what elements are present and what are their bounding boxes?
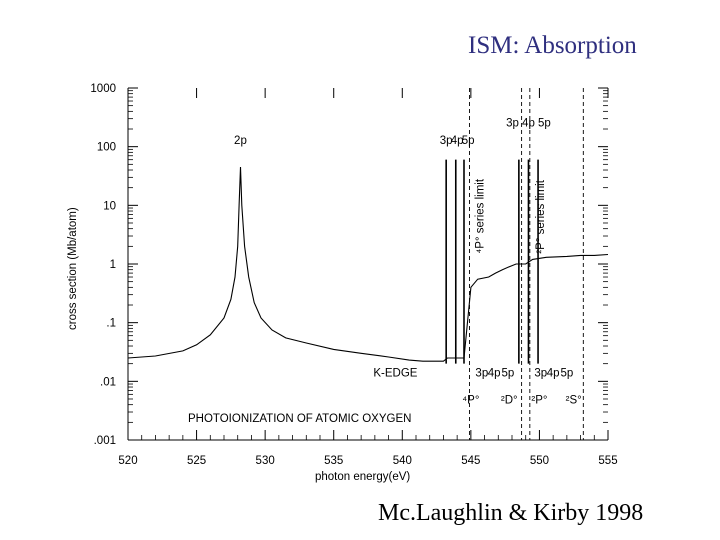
- bottom-series-label: 4p: [547, 368, 560, 380]
- bottom-state-label: ²S°: [566, 394, 582, 406]
- y-tick-label: 100: [97, 142, 116, 154]
- series-limit-label: ²P° series limit: [535, 179, 547, 253]
- x-tick-label: 535: [324, 455, 343, 467]
- resonance-label: 5p: [462, 135, 475, 147]
- k-edge-label: K-EDGE: [373, 368, 417, 380]
- x-tick-label: 520: [118, 455, 137, 467]
- top-series-label: 3p 4p 5p: [506, 118, 551, 130]
- bottom-series-label: 3p: [475, 368, 488, 380]
- cross-section-line: [127, 166, 609, 362]
- plot-frame: [127, 88, 608, 441]
- resonance-label: 3p: [440, 135, 453, 147]
- x-tick-label: 550: [530, 455, 549, 467]
- resonance-label: 4p: [451, 135, 464, 147]
- chart-title: PHOTOIONIZATION OF ATOMIC OXYGEN: [188, 413, 411, 425]
- x-tick-label: 530: [256, 455, 275, 467]
- bottom-state-label: ²D°: [501, 394, 518, 406]
- x-tick-label: 540: [393, 455, 412, 467]
- bottom-series-label: 4p: [488, 368, 501, 380]
- y-tick-label: .01: [100, 376, 116, 388]
- y-tick-label: 1000: [90, 83, 116, 95]
- y-tick-label: .1: [106, 318, 116, 330]
- axis-ticks: .001 .01 .1 1 10 100 1000 520 525 530 535 540 545 550…: [90, 83, 617, 467]
- citation: Mc.Laughlin & Kirby 1998: [378, 500, 644, 526]
- bottom-series-label: 5p: [560, 368, 573, 380]
- slide-title: ISM: Absorption: [468, 32, 637, 59]
- y-tick-label: 1: [110, 259, 116, 271]
- bottom-state-label: ²P°: [531, 394, 547, 406]
- x-tick-label: 555: [598, 455, 617, 467]
- x-axis-label: photon energy(eV): [315, 471, 410, 483]
- y-tick-label: .001: [94, 435, 116, 447]
- x-tick-label: 525: [187, 455, 206, 467]
- y-tick-label: 10: [103, 200, 116, 212]
- data-series: [127, 88, 609, 440]
- bottom-series-label: 5p: [501, 368, 514, 380]
- x-tick-label: 545: [461, 455, 480, 467]
- series-limit-label: ⁴P° series limit: [474, 178, 486, 254]
- y-axis-label: cross section (Mb/atom): [67, 207, 79, 330]
- bottom-series-label: 3p: [534, 368, 547, 380]
- resonance-label: 2p: [234, 135, 247, 147]
- bottom-state-label: ⁴P°: [462, 394, 479, 406]
